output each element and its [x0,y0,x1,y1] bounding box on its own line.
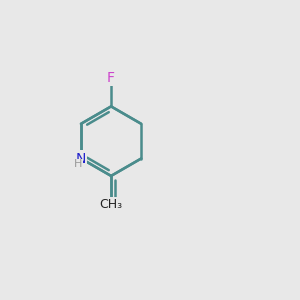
Text: N: N [76,152,86,166]
Text: F: F [107,71,115,85]
Text: CH₃: CH₃ [100,198,123,211]
Text: O: O [106,200,116,214]
Text: H: H [74,159,82,169]
